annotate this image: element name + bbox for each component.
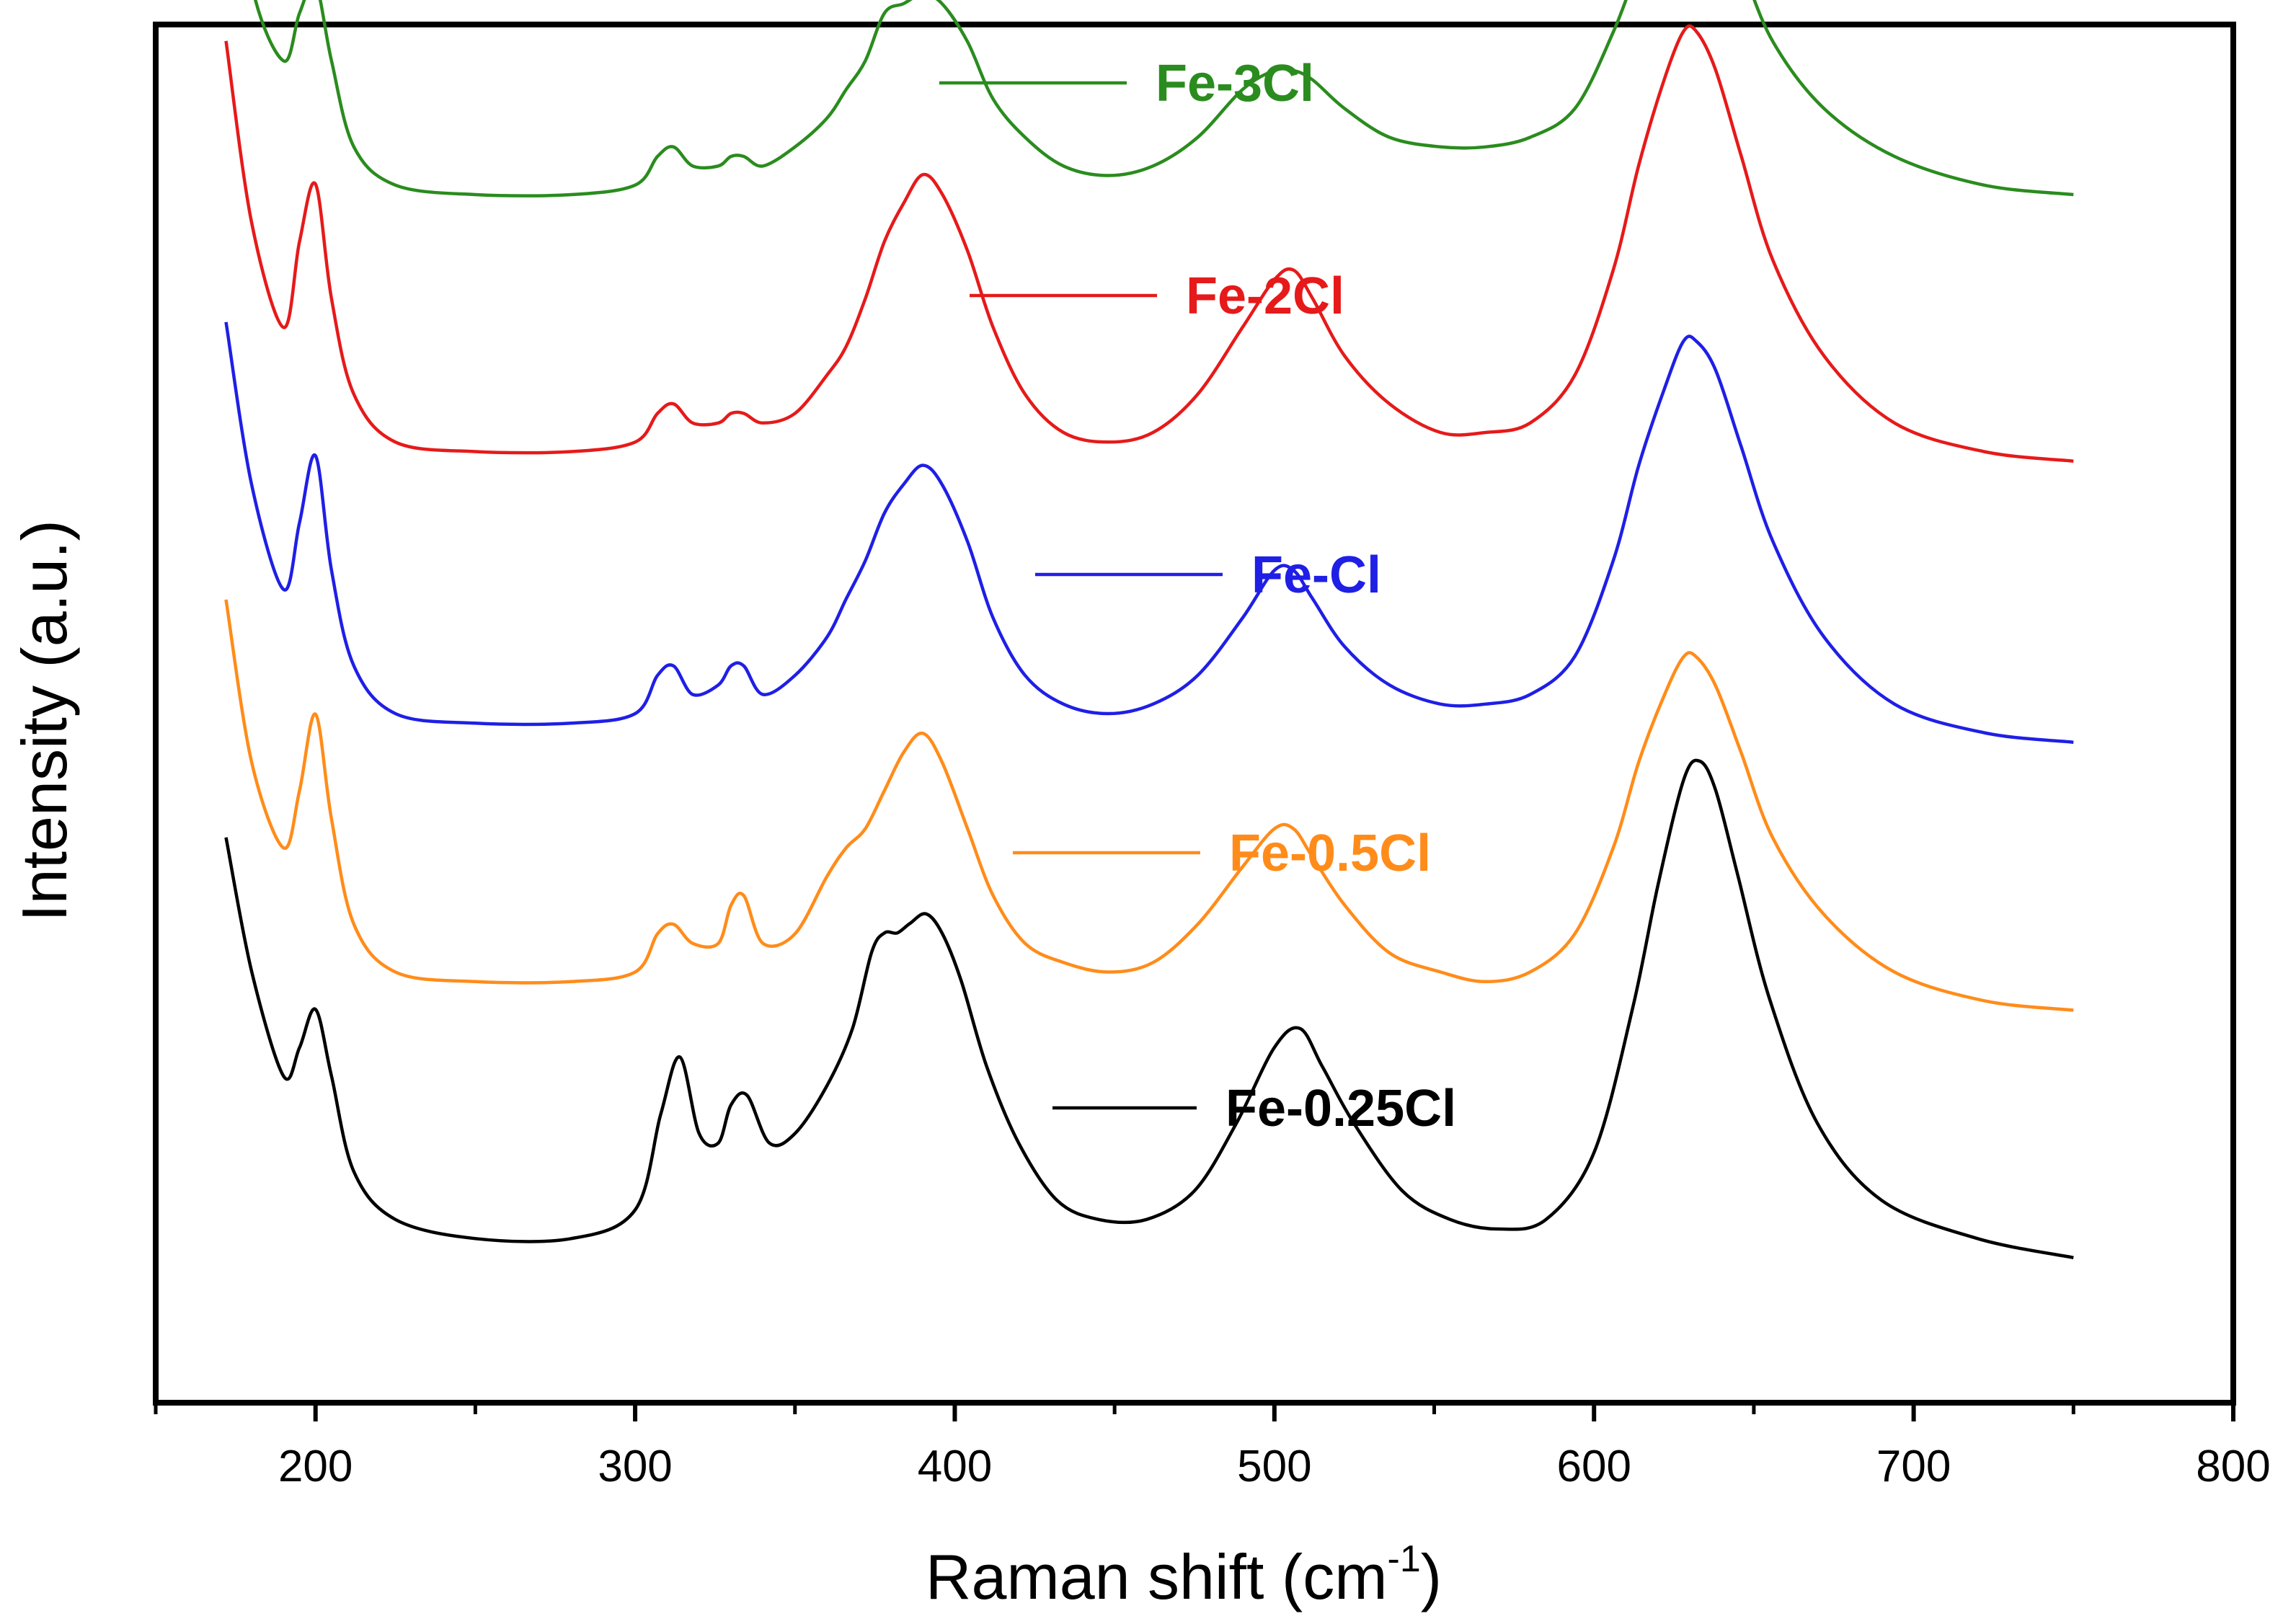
x-tick-label: 700: [1876, 1442, 1951, 1491]
series-line-fe-2cl: [224, 24, 2074, 463]
x-tick-label: 400: [918, 1442, 992, 1491]
legend-label-fe-cl: Fe-Cl: [1251, 546, 1381, 604]
legend-label-fe-0-5cl: Fe-0.5Cl: [1229, 825, 1431, 882]
x-tick-label: 300: [598, 1442, 672, 1491]
x-tick-label: 500: [1237, 1442, 1311, 1491]
series-line-fe-3cl: [254, 0, 2074, 198]
x-tick-label: 800: [2196, 1442, 2270, 1491]
legend-label-fe-0-25cl: Fe-0.25Cl: [1225, 1080, 1456, 1137]
plot-frame: [153, 22, 2236, 1406]
x-tick-label: 600: [1557, 1442, 1631, 1491]
y-axis-title: Intensity (a.u.): [9, 520, 80, 922]
x-axis-ticks: [154, 1403, 2235, 1421]
legend-label-fe-2cl: Fe-2Cl: [1186, 267, 1344, 325]
series-lines: [224, 0, 2074, 1260]
series-line-fe-0-25cl: [224, 758, 2074, 1260]
x-axis-tick-labels: 200 300 400 500 600 700 800: [278, 1442, 2271, 1491]
series-line-fe-cl: [224, 321, 2074, 745]
legend-label-fe-3cl: Fe-3Cl: [1156, 55, 1314, 112]
x-axis-title: Raman shift (cm-1): [926, 1538, 1442, 1612]
legend: Fe-0.25Cl Fe-0.5Cl Fe-Cl Fe-2Cl Fe-3Cl: [939, 55, 1456, 1137]
series-line-fe-0-5cl: [224, 599, 2074, 1012]
x-tick-label: 200: [278, 1442, 353, 1491]
